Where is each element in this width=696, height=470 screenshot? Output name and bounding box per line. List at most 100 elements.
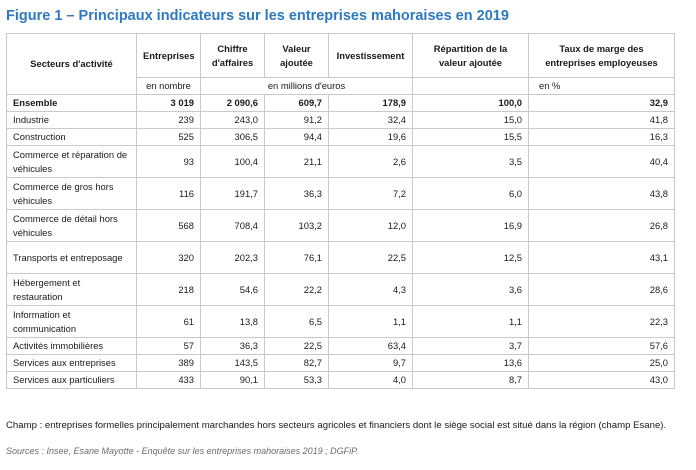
cell-entreprises: 218: [136, 273, 201, 306]
table-row: Construction 525 306,5 94,4 19,6 15,5 16…: [6, 128, 675, 146]
row-label: Transports et entreposage: [6, 241, 137, 274]
cell-valeur: 22,5: [264, 337, 329, 355]
cell-investissement: 1,1: [328, 305, 413, 338]
cell-taux: 43,0: [528, 371, 675, 389]
cell-valeur: 609,7: [264, 94, 329, 112]
cell-repartition: 8,7: [412, 371, 529, 389]
header-taux-marge: Taux de marge des entreprises employeuse…: [528, 33, 675, 78]
cell-valeur: 6,5: [264, 305, 329, 338]
indicators-table: Secteurs d'activité Entreprises Chiffre …: [6, 33, 675, 389]
table-row: Activités immobilières 57 36,3 22,5 63,4…: [6, 337, 675, 355]
cell-chiffre: 143,5: [200, 354, 265, 372]
cell-taux: 26,8: [528, 209, 675, 242]
cell-taux: 43,1: [528, 241, 675, 274]
cell-entreprises: 61: [136, 305, 201, 338]
cell-taux: 16,3: [528, 128, 675, 146]
table-row: Commerce et réparation de véhicules 93 1…: [6, 145, 675, 178]
cell-valeur: 53,3: [264, 371, 329, 389]
cell-entreprises: 433: [136, 371, 201, 389]
table-row: Hébergement et restauration 218 54,6 22,…: [6, 273, 675, 306]
cell-repartition: 15,0: [412, 111, 529, 129]
row-label: Information et communication: [6, 305, 137, 338]
cell-repartition: 100,0: [412, 94, 529, 112]
cell-investissement: 4,0: [328, 371, 413, 389]
header-secteurs: Secteurs d'activité: [6, 33, 137, 95]
cell-repartition: 12,5: [412, 241, 529, 274]
cell-repartition: 15,5: [412, 128, 529, 146]
cell-taux: 22,3: [528, 305, 675, 338]
unit-millions: en millions d'euros: [200, 77, 413, 95]
table-row: Transports et entreposage 320 202,3 76,1…: [6, 241, 675, 274]
footnote-sources: Sources : Insee, Esane Mayotte - Enquête…: [6, 446, 359, 456]
cell-investissement: 4,3: [328, 273, 413, 306]
cell-chiffre: 13,8: [200, 305, 265, 338]
cell-entreprises: 57: [136, 337, 201, 355]
header-valeur-ajoutee: Valeur ajoutée: [264, 33, 329, 78]
cell-taux: 57,6: [528, 337, 675, 355]
cell-repartition: 3,5: [412, 145, 529, 178]
cell-investissement: 22,5: [328, 241, 413, 274]
figure-title: Figure 1 – Principaux indicateurs sur le…: [6, 8, 509, 24]
cell-taux: 40,4: [528, 145, 675, 178]
cell-chiffre: 191,7: [200, 177, 265, 210]
cell-valeur: 76,1: [264, 241, 329, 274]
table-row: Ensemble 3 019 2 090,6 609,7 178,9 100,0…: [6, 94, 675, 112]
cell-repartition: 6,0: [412, 177, 529, 210]
cell-repartition: 3,6: [412, 273, 529, 306]
cell-investissement: 178,9: [328, 94, 413, 112]
cell-entreprises: 320: [136, 241, 201, 274]
cell-investissement: 32,4: [328, 111, 413, 129]
row-label: Commerce et réparation de véhicules: [6, 145, 137, 178]
row-label: Services aux particuliers: [6, 371, 137, 389]
row-label: Activités immobilières: [6, 337, 137, 355]
row-label: Commerce de gros hors véhicules: [6, 177, 137, 210]
cell-chiffre: 100,4: [200, 145, 265, 178]
table-row: Commerce de gros hors véhicules 116 191,…: [6, 177, 675, 210]
cell-entreprises: 116: [136, 177, 201, 210]
cell-entreprises: 389: [136, 354, 201, 372]
header-investissement: Investissement: [328, 33, 413, 78]
cell-chiffre: 202,3: [200, 241, 265, 274]
cell-investissement: 63,4: [328, 337, 413, 355]
cell-taux: 28,6: [528, 273, 675, 306]
cell-valeur: 22,2: [264, 273, 329, 306]
cell-chiffre: 2 090,6: [200, 94, 265, 112]
cell-taux: 25,0: [528, 354, 675, 372]
footnote-champ: Champ : entreprises formelles principale…: [6, 420, 667, 431]
cell-chiffre: 243,0: [200, 111, 265, 129]
table-row: Industrie 239 243,0 91,2 32,4 15,0 41,8: [6, 111, 675, 129]
row-label: Hébergement et restauration: [6, 273, 137, 306]
cell-entreprises: 568: [136, 209, 201, 242]
cell-taux: 41,8: [528, 111, 675, 129]
cell-chiffre: 54,6: [200, 273, 265, 306]
cell-taux: 43,8: [528, 177, 675, 210]
cell-repartition: 16,9: [412, 209, 529, 242]
cell-taux: 32,9: [528, 94, 675, 112]
cell-chiffre: 708,4: [200, 209, 265, 242]
header-chiffre-affaires: Chiffre d'affaires: [200, 33, 265, 78]
table-row: Commerce de détail hors véhicules 568 70…: [6, 209, 675, 242]
cell-investissement: 12,0: [328, 209, 413, 242]
row-label: Ensemble: [6, 94, 137, 112]
header-repartition: Répartition de la valeur ajoutée: [412, 33, 529, 78]
cell-chiffre: 306,5: [200, 128, 265, 146]
cell-investissement: 9,7: [328, 354, 413, 372]
table-row: Information et communication 61 13,8 6,5…: [6, 305, 675, 338]
cell-valeur: 82,7: [264, 354, 329, 372]
table-row: Services aux entreprises 389 143,5 82,7 …: [6, 354, 675, 372]
header-entreprises: Entreprises: [136, 33, 201, 78]
row-label: Industrie: [6, 111, 137, 129]
row-label: Construction: [6, 128, 137, 146]
cell-entreprises: 239: [136, 111, 201, 129]
cell-entreprises: 3 019: [136, 94, 201, 112]
cell-chiffre: 36,3: [200, 337, 265, 355]
row-label: Services aux entreprises: [6, 354, 137, 372]
cell-valeur: 94,4: [264, 128, 329, 146]
cell-entreprises: 93: [136, 145, 201, 178]
unit-pct: en %: [528, 77, 675, 95]
unit-nombre: en nombre: [136, 77, 201, 95]
cell-valeur: 103,2: [264, 209, 329, 242]
cell-valeur: 21,1: [264, 145, 329, 178]
cell-repartition: 13,6: [412, 354, 529, 372]
table-row: Services aux particuliers 433 90,1 53,3 …: [6, 371, 675, 389]
